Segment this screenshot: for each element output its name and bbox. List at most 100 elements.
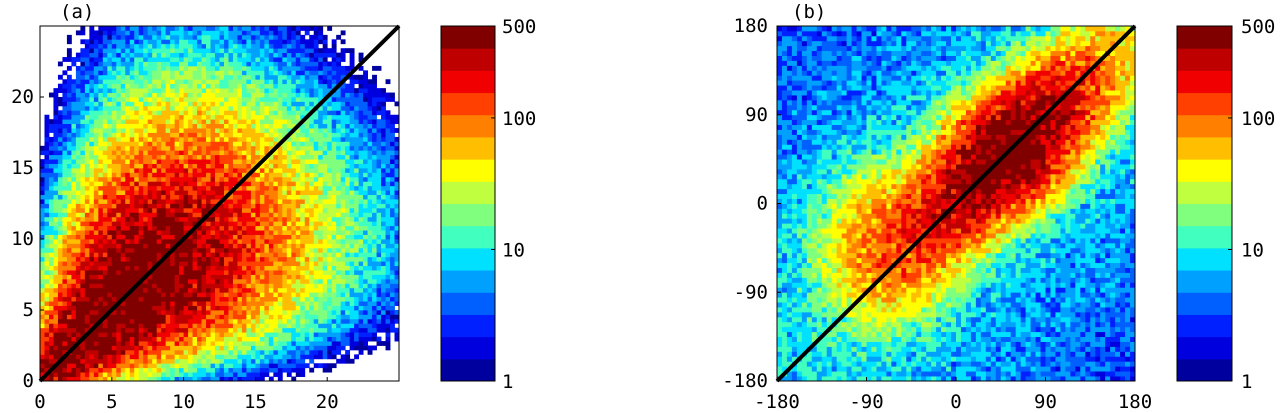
heatmap-cell-a [138,57,144,62]
heatmap-cell-a [152,194,158,200]
heatmap-cell-a [143,97,149,102]
heatmap-cell-a [268,185,274,191]
heatmap-cell-a [241,332,247,338]
heatmap-cell-a [300,230,306,235]
heatmap-cell-a [237,310,243,315]
heatmap-cell-a [134,354,140,360]
heatmap-cell-a [134,150,140,156]
heatmap-cell-a [304,363,310,369]
heatmap-cell-a [291,150,297,156]
heatmap-cell-a [206,354,211,360]
heatmap-cell-a [295,301,301,306]
heatmap-cell-a [62,163,68,169]
heatmap-cell-a [102,172,108,178]
heatmap-cell-a [102,74,108,80]
heatmap-cell-a [80,332,86,338]
heatmap-cell-a [75,212,81,218]
heatmap-cell-a [57,327,63,333]
heatmap-cell-a [259,26,265,31]
heatmap-cell-a [264,159,270,164]
heatmap-cell-a [53,181,59,187]
heatmap-cell-a [143,150,149,156]
heatmap-cell-a [313,194,319,200]
heatmap-cell-a [215,61,220,67]
heatmap-cell-a [286,39,292,45]
heatmap-cell-a [134,26,140,31]
heatmap-cell-a [165,349,171,355]
heatmap-cell-a [152,270,158,275]
heatmap-cell-a [313,101,319,107]
heatmap-cell-a [286,61,292,67]
heatmap-cell-a [295,247,301,253]
heatmap-cell-a [134,181,140,187]
heatmap-cell-a [161,234,167,240]
heatmap-cell-a [40,296,45,302]
heatmap-cell-a [161,101,167,107]
heatmap-cell-a [327,247,333,253]
heatmap-cell-a [291,363,297,369]
heatmap-cell-a [255,132,261,138]
heatmap-cell-a [93,203,99,209]
heatmap-cell-a [215,363,220,369]
heatmap-cell-a [250,185,256,191]
heatmap-cell-a [188,65,193,71]
heatmap-cell-a [237,105,243,111]
heatmap-cell-a [309,327,315,333]
heatmap-cell-a [53,345,59,351]
heatmap-cell-a [44,265,50,271]
heatmap-cell-a [98,194,104,200]
heatmap-cell-a [215,199,220,204]
heatmap-cell-a [84,168,90,173]
heatmap-cell-a [237,332,243,338]
heatmap-cell-a [197,216,202,222]
heatmap-cell-a [268,119,274,125]
heatmap-cell-a [264,48,270,54]
heatmap-cell-a [273,310,279,315]
heatmap-cell-a [116,372,122,377]
heatmap-cell-a [241,132,247,138]
heatmap-cell-a [44,225,50,231]
heatmap-cell-a [84,243,90,249]
heatmap-cell-a [223,363,229,369]
heatmap-cell-a [57,207,63,213]
heatmap-cell-a [89,243,95,249]
heatmap-cell-a [89,283,95,289]
heatmap-cell-a [111,278,117,284]
heatmap-cell-a [98,141,104,147]
heatmap-cell-a [259,65,265,71]
heatmap-cell-a [192,239,198,244]
heatmap-cell-a [174,101,180,107]
heatmap-cell-a [111,327,117,333]
heatmap-cell-a [259,190,265,196]
heatmap-cell-a [120,128,126,133]
heatmap-cell-a [282,239,288,244]
heatmap-cell-a [48,230,54,235]
heatmap-cell-a [264,194,270,200]
heatmap-cell-a [250,296,256,302]
heatmap-cell-a [304,119,310,125]
heatmap-cell-a [93,48,99,54]
heatmap-cell-a [107,283,113,289]
heatmap-cell-a [170,168,176,173]
heatmap-cell-a [93,168,99,173]
heatmap-cell-a [318,318,324,324]
heatmap-cell-a [66,230,72,235]
heatmap-cell-a [228,265,234,271]
heatmap-cell-a [259,172,265,178]
heatmap-cell-a [44,270,50,275]
heatmap-cell-a [309,185,315,191]
heatmap-cell-a [98,221,104,227]
heatmap-cell-a [282,212,288,218]
heatmap-cell-a [116,247,122,253]
heatmap-cell-a [219,150,225,156]
heatmap-cell-a [300,305,306,311]
heatmap-cell-a [138,363,144,369]
heatmap-cell-a [322,212,328,218]
heatmap-cell-a [107,274,113,280]
heatmap-cell-a [228,345,234,351]
heatmap-cell-a [250,221,256,227]
heatmap-cell-a [170,48,176,54]
heatmap-cell-a [259,310,265,315]
heatmap-cell-a [313,176,319,182]
heatmap-cell-a [165,234,171,240]
